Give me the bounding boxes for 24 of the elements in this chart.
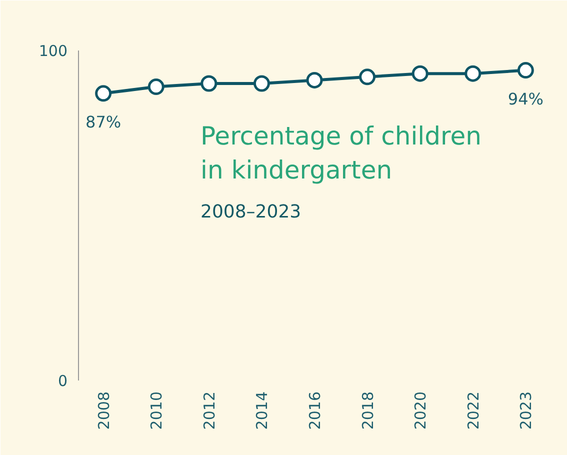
point bbox=[359, 68, 376, 86]
x-tick-label: 2014 bbox=[253, 391, 272, 430]
data-label: 94% bbox=[508, 89, 544, 108]
x-tick-label: 2016 bbox=[306, 391, 324, 430]
point bbox=[148, 78, 164, 96]
x-tick-label: 2010 bbox=[148, 391, 166, 430]
point bbox=[412, 65, 428, 82]
point bbox=[517, 62, 534, 79]
point bbox=[306, 72, 323, 88]
data-label: 87% bbox=[86, 112, 122, 132]
x-tick-label: 2008 bbox=[94, 391, 113, 430]
y-tick-label: 100 bbox=[38, 42, 68, 60]
x-tick-label: 2012 bbox=[200, 391, 218, 430]
text: Percentage of children in kindergarten bbox=[200, 122, 482, 184]
x-tick-label: 2020 bbox=[412, 391, 430, 430]
x-tick-label: 2018 bbox=[358, 391, 377, 430]
point bbox=[464, 65, 482, 82]
point bbox=[95, 85, 112, 102]
y-tick-label: 0 bbox=[58, 372, 68, 390]
x-tick-label: 2022 bbox=[464, 391, 482, 430]
point bbox=[253, 75, 270, 92]
text: 2008–2023 bbox=[200, 202, 302, 222]
x-tick-label: 2023 bbox=[517, 391, 536, 430]
point bbox=[200, 75, 218, 92]
